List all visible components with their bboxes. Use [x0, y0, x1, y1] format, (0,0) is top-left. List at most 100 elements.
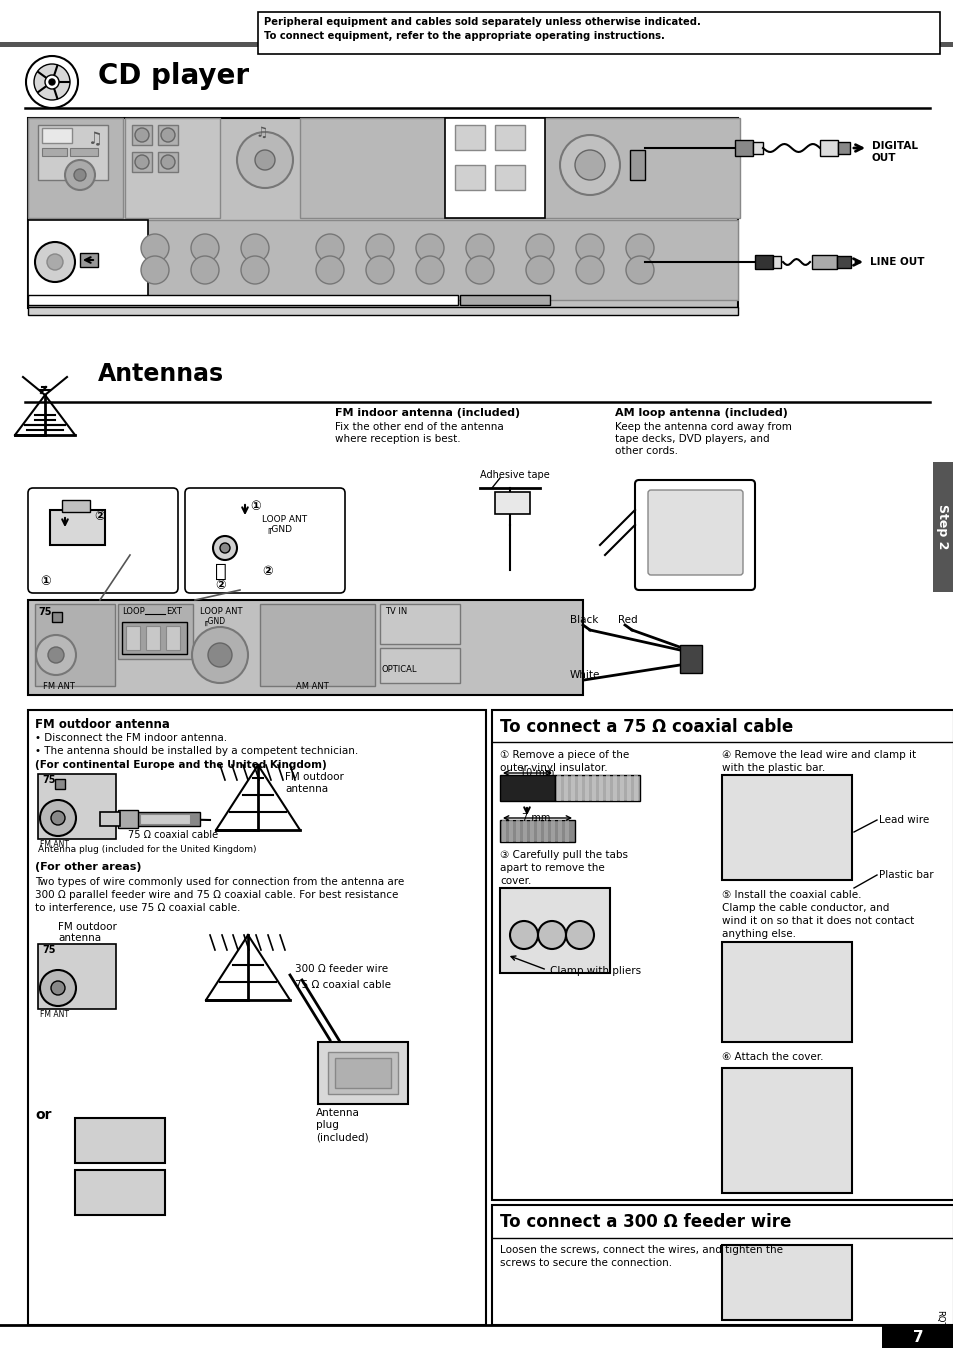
Text: LOOP ANT: LOOP ANT: [262, 515, 307, 524]
Text: Red: Red: [618, 615, 637, 625]
Bar: [499, 820, 575, 842]
Text: Antenna
plug
(included): Antenna plug (included): [315, 1108, 368, 1143]
Bar: [634, 775, 638, 801]
Circle shape: [315, 235, 344, 262]
Bar: [28, 295, 457, 305]
Bar: [584, 775, 588, 801]
Circle shape: [40, 971, 76, 1006]
Bar: [820, 140, 837, 156]
Text: ♫: ♫: [254, 125, 267, 140]
Text: Step 2: Step 2: [936, 504, 948, 550]
Text: ②: ②: [262, 565, 273, 578]
Text: CD player: CD player: [98, 62, 249, 90]
Bar: [118, 810, 138, 828]
Bar: [118, 604, 193, 659]
Circle shape: [559, 135, 619, 195]
Text: AM ANT: AM ANT: [295, 682, 329, 692]
Text: Antenna plug (included for the United Kingdom): Antenna plug (included for the United Ki…: [38, 845, 256, 855]
Text: other cords.: other cords.: [615, 446, 678, 456]
Text: FM indoor antenna (included): FM indoor antenna (included): [335, 408, 519, 418]
Text: FM outdoor antenna: FM outdoor antenna: [35, 718, 170, 731]
Bar: [122, 621, 187, 654]
Bar: [455, 164, 484, 190]
Circle shape: [48, 647, 64, 663]
FancyBboxPatch shape: [28, 488, 178, 593]
Bar: [80, 253, 98, 267]
Circle shape: [192, 627, 248, 683]
Circle shape: [51, 811, 65, 825]
Bar: [28, 119, 738, 307]
Text: ②: ②: [214, 580, 226, 592]
Bar: [444, 119, 544, 218]
Bar: [530, 820, 534, 842]
Bar: [598, 775, 602, 801]
Bar: [501, 820, 505, 842]
Circle shape: [465, 256, 494, 284]
Text: AM loop antenna (included): AM loop antenna (included): [615, 408, 787, 418]
Text: with the plastic bar.: with the plastic bar.: [721, 763, 824, 772]
Bar: [42, 128, 71, 143]
Text: Black: Black: [569, 615, 598, 625]
Text: FM outdoor: FM outdoor: [58, 922, 117, 931]
Text: 75 Ω coaxial cable: 75 Ω coaxial cable: [294, 980, 391, 989]
Circle shape: [135, 155, 149, 168]
Bar: [679, 644, 701, 673]
Text: 300 Ω parallel feeder wire and 75 Ω coaxial cable. For best resistance: 300 Ω parallel feeder wire and 75 Ω coax…: [35, 890, 398, 900]
Circle shape: [525, 256, 554, 284]
Text: Fix the other end of the antenna: Fix the other end of the antenna: [335, 422, 503, 431]
Text: or: or: [35, 1108, 51, 1122]
Text: ①: ①: [40, 576, 51, 588]
Text: ╓GND: ╓GND: [266, 524, 292, 532]
Circle shape: [565, 921, 594, 949]
Bar: [837, 142, 849, 154]
Text: ① Remove a piece of the: ① Remove a piece of the: [499, 749, 629, 760]
Bar: [721, 775, 851, 880]
Bar: [38, 774, 116, 838]
Text: Clamp with pliers: Clamp with pliers: [550, 967, 640, 976]
Circle shape: [236, 132, 293, 187]
Text: outer vinyl insulator.: outer vinyl insulator.: [499, 763, 607, 772]
Circle shape: [208, 643, 232, 667]
Bar: [734, 140, 752, 156]
Circle shape: [625, 256, 654, 284]
Circle shape: [241, 256, 269, 284]
Text: White: White: [569, 670, 599, 679]
Bar: [166, 625, 180, 650]
Circle shape: [537, 921, 565, 949]
Circle shape: [315, 256, 344, 284]
Text: ③ Carefully pull the tabs: ③ Carefully pull the tabs: [499, 851, 627, 860]
Bar: [619, 775, 623, 801]
Bar: [38, 125, 108, 181]
Bar: [52, 612, 62, 621]
Bar: [379, 604, 459, 644]
Bar: [328, 1051, 397, 1095]
Bar: [754, 255, 772, 270]
Text: FM ANT: FM ANT: [43, 682, 74, 692]
Circle shape: [34, 63, 70, 100]
Bar: [35, 604, 115, 686]
Circle shape: [576, 256, 603, 284]
Text: ①: ①: [250, 500, 260, 514]
Bar: [551, 820, 555, 842]
Bar: [38, 944, 116, 1010]
Bar: [158, 125, 178, 146]
Bar: [592, 775, 596, 801]
Text: ＋: ＋: [214, 562, 227, 581]
Bar: [509, 820, 513, 842]
Circle shape: [241, 235, 269, 262]
Circle shape: [49, 80, 55, 85]
Bar: [257, 12, 939, 54]
Text: apart to remove the: apart to remove the: [499, 863, 604, 874]
Text: Plastic bar: Plastic bar: [878, 869, 933, 880]
Bar: [459, 295, 550, 305]
Circle shape: [161, 128, 174, 142]
Text: FM ANT: FM ANT: [40, 1010, 69, 1019]
Text: LOOP ANT: LOOP ANT: [200, 607, 242, 616]
Circle shape: [525, 235, 554, 262]
Text: FM outdoor
antenna: FM outdoor antenna: [285, 772, 343, 794]
Bar: [379, 648, 459, 683]
Bar: [299, 119, 740, 218]
Text: ⑥ Attach the cover.: ⑥ Attach the cover.: [721, 1051, 822, 1062]
Bar: [28, 710, 485, 1325]
Text: • Disconnect the FM indoor antenna.: • Disconnect the FM indoor antenna.: [35, 733, 227, 743]
